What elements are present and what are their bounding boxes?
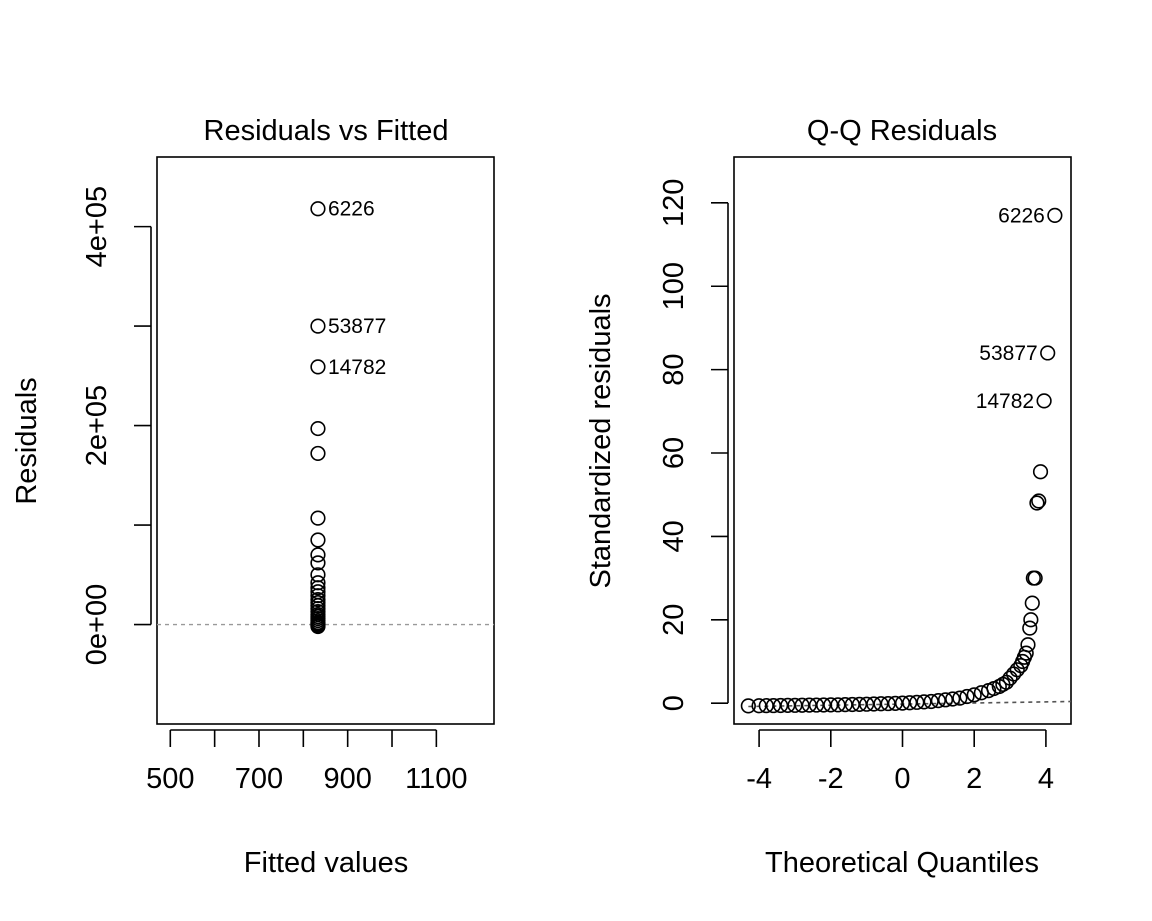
x-tick-label: 2 [966, 763, 982, 795]
data-point [310, 532, 326, 548]
data-point [973, 685, 989, 701]
point-label: 6226 [998, 204, 1045, 227]
point-label: 14782 [976, 390, 1034, 413]
data-point [758, 698, 774, 714]
point-label: 53877 [979, 342, 1037, 365]
data-point [1040, 345, 1056, 361]
data-point [1025, 570, 1041, 586]
panel1-y-axis: 0e+00 2e+05 4e+05 [81, 186, 152, 665]
data-point [1006, 666, 1022, 682]
panel2-x-axis: -4 -2 0 2 4 [746, 729, 1054, 795]
panel2-title: Q-Q Residuals [807, 115, 997, 147]
y-tick-label: 40 [658, 520, 690, 552]
panel1-x-axis-label: Fitted values [244, 847, 408, 879]
point-label: 14782 [328, 356, 386, 379]
panel1-title: Residuals vs Fitted [204, 115, 449, 147]
panel1-y-axis-label: Residuals [11, 377, 43, 504]
x-tick-label: -2 [818, 763, 844, 795]
y-tick-label: 4e+05 [81, 186, 113, 267]
x-tick-label: -4 [746, 763, 772, 795]
x-tick-label: 4 [1038, 763, 1054, 795]
panel1-plot-frame [156, 156, 495, 725]
data-point [1023, 612, 1039, 628]
data-point [310, 547, 326, 563]
data-point [310, 318, 326, 334]
panel2-plot-frame [733, 156, 1072, 725]
data-point [751, 698, 767, 714]
panel2-y-axis: 0 20 40 60 80 100 120 [658, 179, 729, 711]
panel1-points-layer [310, 201, 326, 635]
data-point [937, 692, 954, 708]
data-point [310, 580, 326, 596]
data-point [1013, 658, 1029, 674]
data-point [959, 688, 975, 705]
panel2-point-labels-layer: 6226 53877 14782 [976, 204, 1045, 413]
data-point [1047, 207, 1063, 223]
panel2-x-axis-label: Theoretical Quantiles [765, 847, 1039, 879]
x-tick-label: 700 [235, 763, 283, 795]
y-tick-label: 120 [658, 179, 690, 227]
data-point [310, 510, 326, 526]
data-point [1036, 393, 1052, 409]
data-point [980, 683, 997, 699]
data-point [740, 698, 756, 714]
x-tick-label: 500 [146, 763, 194, 795]
y-tick-label: 0e+00 [81, 584, 113, 665]
y-tick-label: 0 [658, 695, 690, 711]
data-point [310, 201, 326, 217]
data-point [310, 445, 326, 462]
data-point [930, 693, 946, 709]
data-point [310, 618, 326, 635]
data-point [1032, 464, 1049, 480]
point-label: 53877 [328, 315, 386, 338]
x-tick-label: 1100 [405, 763, 467, 795]
x-tick-label: 900 [323, 763, 371, 795]
panel2-y-axis-label: Standardized residuals [585, 293, 617, 588]
panel2-points-layer [740, 207, 1063, 714]
data-point [966, 687, 982, 703]
data-point [1031, 493, 1047, 509]
qq-residuals-panel: Q-Q Residuals 6226 53877 14782 -4 -2 0 2 4 0 20… [585, 115, 1072, 879]
data-point [945, 691, 961, 707]
y-tick-label: 60 [658, 437, 690, 469]
data-point [952, 690, 968, 706]
data-point [310, 359, 326, 375]
y-tick-label: 80 [658, 353, 690, 385]
data-point [310, 420, 326, 437]
residuals-vs-fitted-panel: Residuals vs Fitted 6226 53877 14782 500 70… [11, 115, 495, 879]
data-point [995, 676, 1011, 692]
y-tick-label: 2e+05 [81, 385, 113, 466]
data-point [998, 674, 1015, 690]
y-tick-label: 100 [658, 262, 690, 310]
panel1-x-axis: 500 700 900 1100 [146, 729, 468, 795]
data-point [1022, 620, 1038, 636]
y-tick-label: 20 [658, 604, 690, 636]
point-label: 6226 [328, 198, 375, 221]
panel1-point-labels-layer: 6226 53877 14782 [328, 198, 386, 379]
x-tick-label: 0 [894, 763, 910, 795]
data-point [1029, 495, 1045, 511]
data-point [1024, 595, 1040, 611]
data-point [310, 555, 326, 571]
